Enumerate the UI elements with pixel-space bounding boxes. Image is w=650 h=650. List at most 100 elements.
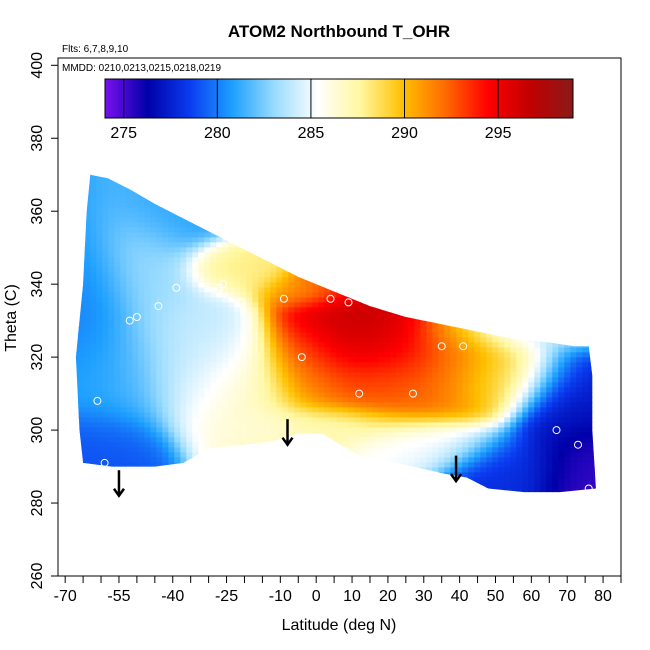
heat-cell (402, 447, 409, 453)
heat-cell (90, 242, 97, 248)
heat-cell (480, 417, 487, 423)
heat-cell (570, 382, 577, 388)
heat-cell (210, 227, 217, 233)
heat-cell (96, 382, 103, 388)
heat-cell (522, 442, 529, 448)
heat-cell (144, 212, 151, 218)
heat-cell (258, 174, 265, 178)
heat-cell (474, 367, 481, 373)
heat-cell (528, 422, 535, 428)
heat-cell (78, 402, 85, 408)
heat-cell (222, 177, 229, 183)
heat-cell (480, 442, 487, 448)
heat-cell (426, 342, 433, 348)
heat-cell (492, 167, 499, 173)
heat-cell (360, 167, 367, 173)
heat-cell (360, 367, 367, 373)
heat-cell (75, 432, 79, 438)
heat-cell (162, 247, 169, 253)
heat-cell (384, 302, 391, 308)
heat-cell (264, 227, 271, 233)
heat-cell (276, 167, 283, 173)
heat-cell (366, 237, 373, 243)
heat-cell (336, 412, 343, 418)
heat-cell (204, 317, 211, 323)
heat-cell (162, 447, 169, 453)
heat-cell (396, 437, 403, 443)
heat-cell (276, 392, 283, 398)
heat-cell (288, 302, 295, 308)
heat-cell (246, 417, 253, 423)
heat-cell (516, 252, 523, 258)
heat-cell (114, 402, 121, 408)
heat-cell (492, 247, 499, 253)
heat-cell (552, 297, 559, 303)
heat-cell (132, 322, 139, 328)
heat-cell (576, 212, 583, 218)
heat-cell (120, 202, 127, 208)
heat-cell (102, 382, 109, 388)
heat-cell (450, 407, 457, 413)
heat-cell (390, 242, 397, 248)
heat-cell (456, 337, 463, 343)
heat-cell (156, 312, 163, 318)
heat-cell (84, 272, 91, 278)
heat-cell (456, 332, 463, 338)
heat-cell (186, 167, 193, 173)
heat-cell (306, 177, 313, 183)
heat-cell (75, 387, 79, 393)
heat-cell (168, 182, 175, 188)
heat-cell (438, 322, 445, 328)
heat-cell (468, 317, 475, 323)
heat-cell (246, 167, 253, 173)
heat-cell (570, 272, 577, 278)
heat-cell (576, 202, 583, 208)
heat-cell (534, 307, 541, 313)
heat-cell (546, 367, 553, 373)
heat-cell (192, 407, 199, 413)
heat-cell (78, 192, 85, 198)
heat-cell (444, 192, 451, 198)
heat-cell (546, 332, 553, 338)
heat-cell (462, 332, 469, 338)
heat-cell (582, 377, 589, 383)
heat-cell (336, 322, 343, 328)
heat-cell (216, 167, 223, 173)
heat-cell (306, 402, 313, 408)
heat-cell (354, 187, 361, 193)
heat-cell (96, 342, 103, 348)
heat-cell (474, 192, 481, 198)
heat-cell (456, 372, 463, 378)
heat-cell (252, 397, 259, 403)
heat-cell (522, 427, 529, 433)
heat-cell (138, 417, 145, 423)
heat-cell (462, 407, 469, 413)
heat-cell (558, 437, 565, 443)
heat-cell (492, 212, 499, 218)
heat-cell (282, 182, 289, 188)
heat-cell (234, 342, 241, 348)
heat-cell (546, 342, 553, 348)
heat-cell (294, 187, 301, 193)
heat-cell (210, 177, 217, 183)
heat-cell (324, 212, 331, 218)
heat-cell (90, 422, 97, 428)
heat-cell (384, 167, 391, 173)
heat-cell (366, 242, 373, 248)
heat-cell (420, 382, 427, 388)
heat-cell (498, 412, 505, 418)
heat-cell (144, 432, 151, 438)
heat-cell (582, 407, 589, 413)
heat-cell (162, 272, 169, 278)
heat-cell (174, 392, 181, 398)
heat-cell (306, 232, 313, 238)
heat-cell (90, 207, 97, 213)
heat-cell (516, 372, 523, 378)
heat-cell (504, 442, 511, 448)
heat-cell (342, 272, 349, 278)
heat-cell (378, 397, 385, 403)
heat-cell (216, 242, 223, 248)
heat-cell (210, 362, 217, 368)
heat-cell (504, 167, 511, 173)
heat-cell (366, 322, 373, 328)
